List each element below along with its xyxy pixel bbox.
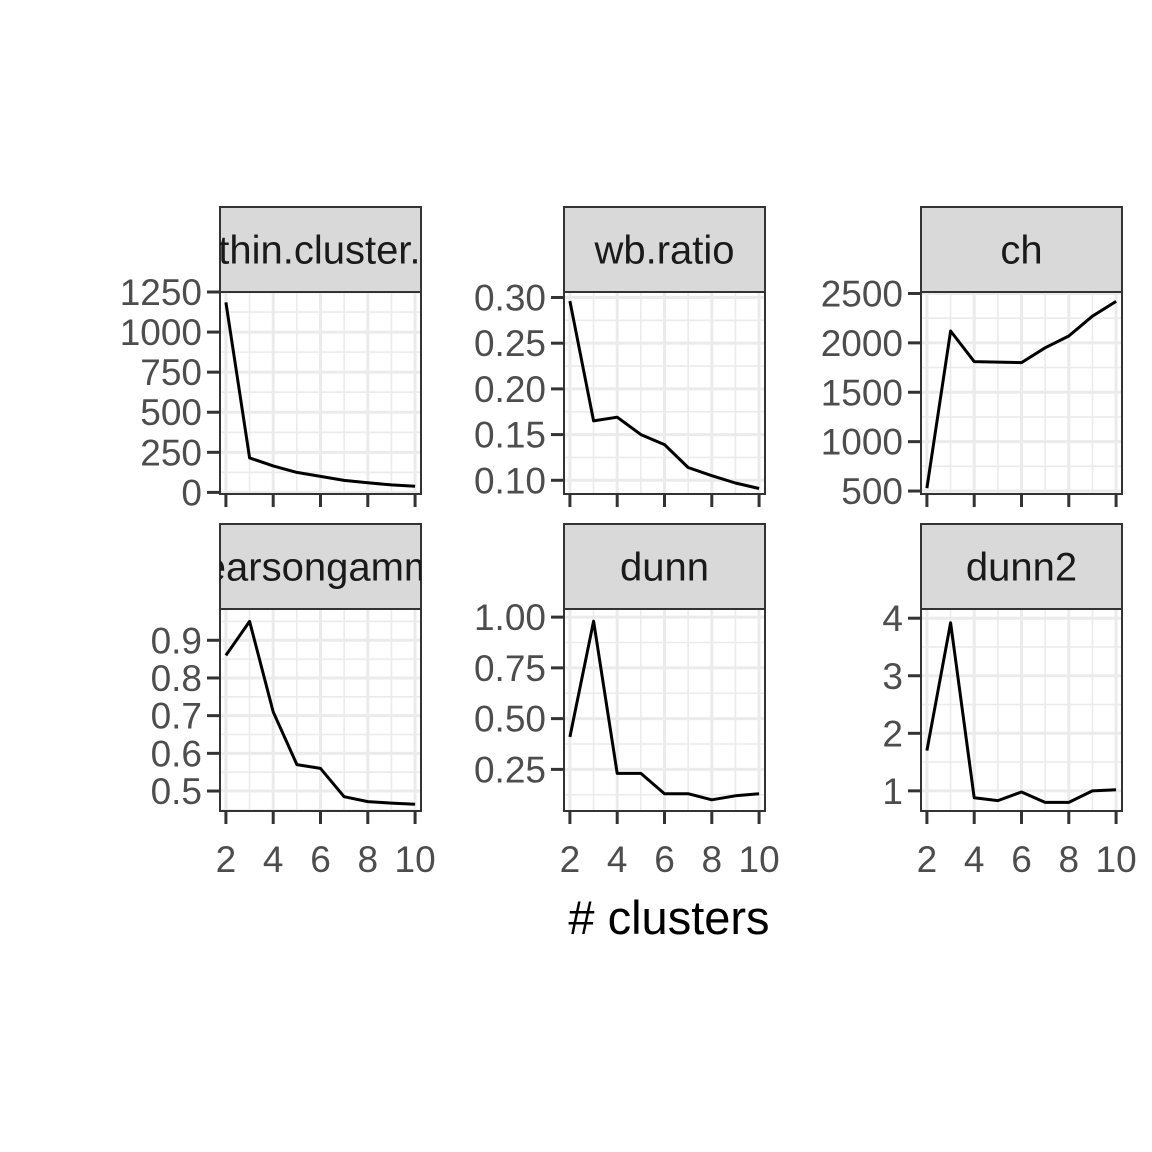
y-tick-label: 2000: [821, 323, 903, 364]
y-tick-label: 0.20: [474, 369, 546, 410]
y-tick-label: 1.00: [474, 597, 546, 638]
x-tick-label: 8: [358, 839, 379, 880]
y-tick-label: 0.5: [151, 771, 202, 812]
y-tick-label: 0.30: [474, 277, 546, 318]
y-tick-label: 0.50: [474, 699, 546, 740]
facet-strip-label: dunn: [620, 546, 709, 590]
gridlines: [564, 609, 765, 811]
x-tick-label: 6: [654, 839, 675, 880]
x-tick-label: 10: [395, 839, 436, 880]
facet-strip: [219, 206, 422, 293]
facet-strip-label: within.cluster.ss: [179, 229, 460, 273]
series-line: [568, 300, 760, 490]
y-tick-label: 0.10: [474, 460, 546, 501]
gridlines: [564, 292, 765, 494]
series-line: [224, 302, 416, 488]
x-tick-label: 8: [1059, 839, 1080, 880]
x-tick-label: 4: [263, 839, 284, 880]
y-tick-label: 0.9: [151, 620, 202, 661]
y-tick-label: 2: [882, 713, 903, 754]
y-tick-label: 0.7: [151, 696, 202, 737]
x-tick-label: 2: [560, 839, 581, 880]
y-tick-label: 1250: [120, 272, 202, 313]
x-tick-label: 6: [1011, 839, 1032, 880]
facet-panel: ch 500 1000 1500 2000 2500: [821, 206, 1123, 512]
y-tick-label: 4: [882, 598, 903, 639]
y-tick-label: 1000: [120, 312, 202, 353]
series-line: [925, 621, 1117, 804]
x-axis-title: # clusters: [568, 891, 769, 944]
x-tick-label: 10: [1096, 839, 1137, 880]
y-tick-label: 1: [882, 771, 903, 812]
y-tick-label: 0.8: [151, 658, 202, 699]
y-tick-label: 0.15: [474, 415, 546, 456]
series-line: [925, 300, 1117, 489]
facet-panel: dunn 0.25 0.50 0.75 1.00 2 4 6 8 10: [474, 523, 780, 880]
y-tick-label: 0.6: [151, 733, 202, 774]
facet-strip: [563, 206, 766, 293]
facet-strip-label: wb.ratio: [593, 229, 734, 273]
facet-strip: [920, 523, 1123, 610]
facet-strip-label: pearsongamma: [182, 546, 461, 590]
y-tick-label: 3: [882, 656, 903, 697]
y-tick-label: 0.75: [474, 648, 546, 689]
y-tick-label: 1000: [821, 422, 903, 463]
gridlines: [921, 292, 1122, 494]
y-tick-label: 250: [140, 432, 202, 473]
x-tick-label: 4: [964, 839, 985, 880]
x-tick-label: 4: [607, 839, 628, 880]
y-tick-label: 500: [140, 392, 202, 433]
facet-strip: [219, 523, 422, 610]
y-tick-label: 1500: [821, 372, 903, 413]
x-tick-label: 2: [216, 839, 237, 880]
y-tick-label: 750: [140, 352, 202, 393]
gridlines: [220, 609, 421, 811]
facet-strip: [563, 523, 766, 610]
x-tick-label: 10: [739, 839, 780, 880]
facet-panels: within.cluster.ss025050075010001250wb.ra…: [120, 206, 1137, 880]
gridlines: [220, 292, 421, 494]
facet-strip-label: ch: [1000, 229, 1042, 273]
facet-strip: [920, 206, 1123, 293]
facet-panel: wb.ratio 0.100.15 0.20 0.25 0.30: [474, 206, 766, 507]
x-tick-label: 2: [917, 839, 938, 880]
y-tick-label: 500: [841, 471, 903, 512]
y-tick-label: 0.25: [474, 749, 546, 790]
x-tick-label: 8: [702, 839, 723, 880]
y-tick-label: 0: [181, 472, 202, 513]
gridlines: [921, 609, 1122, 811]
y-tick-label: 0.25: [474, 323, 546, 364]
facet-panel: pearsongamma 0.50.60.70.80.9 2 4 6 8 10: [151, 523, 461, 880]
x-tick-label: 6: [310, 839, 331, 880]
series-line: [224, 619, 416, 806]
y-tick-label: 2500: [821, 273, 903, 314]
series-line: [568, 619, 760, 802]
facet-strip-label: dunn2: [966, 546, 1077, 590]
